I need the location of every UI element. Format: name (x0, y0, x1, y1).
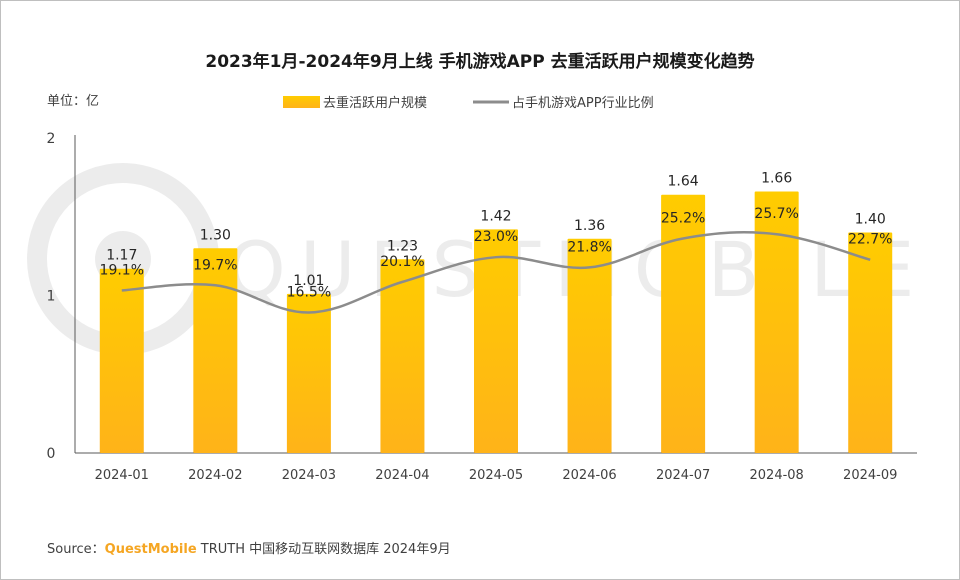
legend-bar-label: 去重活跃用户规模 (323, 95, 427, 111)
y-tick-label-0: 0 (47, 446, 56, 462)
bar-2024-09 (848, 232, 893, 453)
ratio-label-2024-06: 21.8% (567, 239, 611, 255)
x-tick-label-2024-06: 2024-06 (562, 468, 616, 483)
ratio-label-2024-05: 23.0% (474, 229, 518, 245)
x-tick-labels: 2024-01 2024-02 2024-03 2024-04 2024-05 2024-… (95, 468, 898, 483)
x-tick-label-2024-09: 2024-09 (843, 468, 897, 483)
ratio-label-2024-03: 16.5% (287, 285, 331, 301)
bar-label-2024-08: 1.66 (761, 171, 792, 187)
x-tick-label-2024-02: 2024-02 (188, 468, 242, 483)
bar-label-2024-03: 1.01 (293, 273, 324, 289)
legend: 去重活跃用户规模 占手机游戏APP行业比例 (283, 95, 654, 111)
ratio-value-labels: 19.1% 19.7% 16.5% 20.1% 23.0% 21.8% 25.2% 25.7%… (100, 206, 893, 300)
ratio-label-2024-08: 25.7% (754, 206, 798, 222)
bar-label-2024-07: 1.64 (668, 174, 699, 190)
source-brand: QuestMobile (105, 542, 197, 557)
x-tick-label-2024-08: 2024-08 (750, 468, 804, 483)
bar-label-2024-04: 1.23 (387, 238, 418, 254)
unit-label: 单位：亿 (47, 94, 99, 109)
bar-2024-01 (99, 268, 144, 453)
ratio-label-2024-01: 19.1% (100, 262, 144, 278)
bar-label-2024-06: 1.36 (574, 218, 605, 234)
legend-line-label: 占手机游戏APP行业比例 (512, 96, 654, 111)
source-line: Source：QuestMobile TRUTH 中国移动互联网数据库 2024… (47, 541, 451, 557)
x-tick-label-2024-07: 2024-07 (656, 468, 710, 483)
bar-2024-08 (754, 191, 799, 454)
source-rest: TRUTH 中国移动互联网数据库 2024年9月 (197, 541, 451, 557)
ratio-label-2024-02: 19.7% (193, 257, 237, 273)
y-tick-labels: 0 1 2 (47, 131, 56, 462)
x-tick-label-2024-03: 2024-03 (282, 468, 336, 483)
bar-value-labels: 1.17 1.30 1.01 1.23 1.42 1.36 1.64 1.66 1.40 (106, 171, 886, 289)
chart-title: 2023年1月-2024年9月上线 手机游戏APP 去重活跃用户规模变化趋势 (205, 51, 754, 72)
x-tick-label-2024-01: 2024-01 (95, 468, 149, 483)
bar-2024-04 (380, 259, 425, 453)
bar-label-2024-02: 1.30 (200, 227, 231, 243)
source-prefix: Source： (47, 542, 105, 557)
bar-label-2024-01: 1.17 (106, 248, 137, 264)
ratio-label-2024-09: 22.7% (848, 232, 892, 248)
bar-2024-05 (474, 229, 518, 453)
bar-2024-07 (661, 194, 706, 453)
ratio-line-group (121, 231, 871, 314)
bars-group (99, 191, 893, 454)
y-tick-label-1: 1 (47, 289, 56, 305)
bar-label-2024-09: 1.40 (855, 212, 886, 228)
ratio-line (121, 231, 871, 314)
ratio-label-2024-07: 25.2% (661, 210, 705, 226)
x-tick-label-2024-05: 2024-05 (469, 468, 523, 483)
bar-2024-03 (286, 293, 331, 453)
ratio-label-2024-04: 20.1% (380, 254, 424, 270)
legend-bar-swatch (283, 96, 320, 108)
x-tick-label-2024-04: 2024-04 (375, 468, 429, 483)
bar-2024-06 (567, 238, 612, 453)
bar-label-2024-05: 1.42 (480, 208, 511, 224)
bar-2024-02 (193, 248, 238, 453)
y-tick-label-2: 2 (47, 131, 56, 147)
